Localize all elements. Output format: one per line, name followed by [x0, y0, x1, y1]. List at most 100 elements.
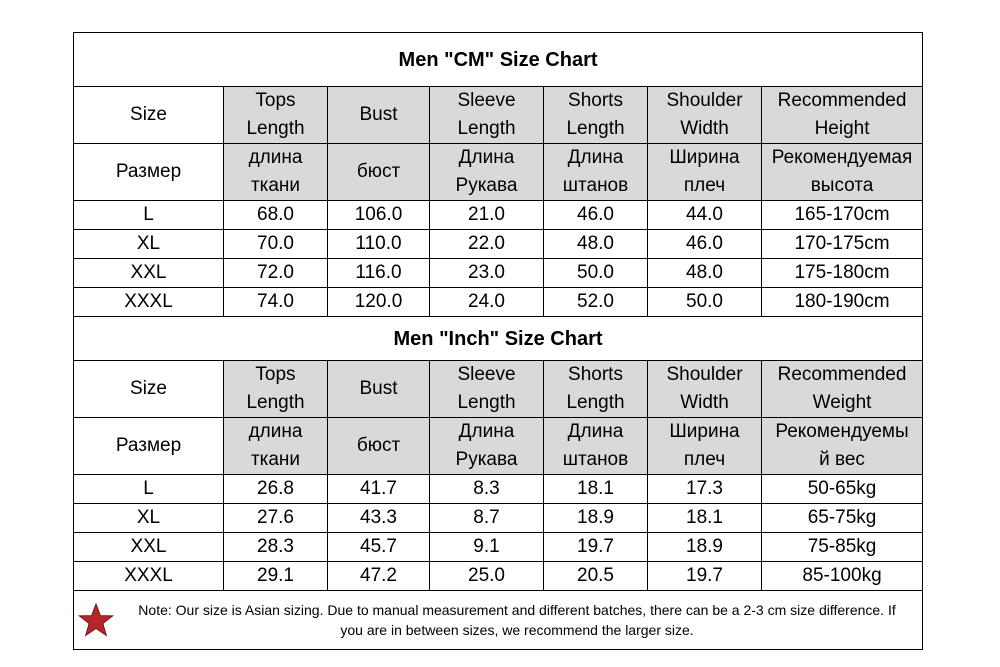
value-cell: 85-100kg	[760, 561, 924, 591]
value-cell: 44.0	[647, 200, 762, 230]
value-cell: 8.3	[429, 474, 544, 504]
value-cell: 29.1	[223, 561, 328, 591]
table-title: Men "CM" Size Chart	[72, 32, 924, 87]
title-row: Men "Inch" Size Chart	[72, 316, 924, 361]
value-cell: 46.0	[647, 229, 762, 259]
column-header-cell: бюст	[327, 417, 430, 475]
note-wrapper: Note: Our size is Asian sizing. Due to m…	[74, 591, 922, 649]
value-cell: 50-65kg	[760, 474, 924, 504]
column-header-cell: Tops Length	[223, 86, 328, 144]
value-cell: 24.0	[429, 287, 544, 317]
cell-line: Recommended	[777, 90, 907, 111]
cell-line: Length	[566, 118, 625, 139]
table-row: XXL 72.0 116.0 23.0 50.0 48.0 175-180cm	[73, 258, 924, 288]
cell-line: Sleeve	[457, 364, 516, 385]
size-cell: XXXL	[73, 561, 224, 591]
cell-line: Tops	[255, 90, 296, 111]
value-cell: 175-180cm	[760, 258, 924, 288]
column-header-cell: Shoulder Width	[647, 360, 762, 418]
note-line-2: you are in between sizes, we recommend t…	[340, 622, 694, 638]
column-header-cell: Recommended Weight	[760, 360, 924, 418]
value-cell: 18.1	[647, 503, 762, 533]
cell-line: ткани	[250, 449, 301, 470]
value-cell: 25.0	[429, 561, 544, 591]
size-cell: XL	[73, 229, 224, 259]
size-header-cell: Размер	[73, 143, 224, 201]
cell-line: Sleeve	[457, 90, 516, 111]
note-row: Note: Our size is Asian sizing. Due to m…	[72, 590, 924, 650]
value-cell: 21.0	[429, 200, 544, 230]
column-header-cell: Рекомендуемы й вес	[760, 417, 924, 475]
value-cell: 106.0	[327, 200, 430, 230]
header-row-russian: Размер длина ткани бюст Длина Рукава Длина штан…	[73, 143, 924, 201]
header-row-english: Size Tops Length Bust Sleeve Length Shorts Leng…	[73, 86, 924, 144]
table-title: Men "Inch" Size Chart	[72, 316, 924, 361]
note-line-1: Note: Our size is Asian sizing. Due to m…	[138, 602, 896, 618]
cell-line: плеч	[683, 449, 726, 470]
note-text: Note: Our size is Asian sizing. Due to m…	[118, 600, 922, 640]
cell-line: Width	[680, 118, 729, 139]
value-cell: 26.8	[223, 474, 328, 504]
cell-line: Width	[680, 392, 729, 413]
value-cell: 74.0	[223, 287, 328, 317]
cell-line: Weight	[812, 392, 872, 413]
value-cell: 48.0	[543, 229, 648, 259]
value-cell: 23.0	[429, 258, 544, 288]
cell-line: ткани	[250, 175, 301, 196]
cell-line: Рекомендуемая	[771, 147, 913, 168]
value-cell: 48.0	[647, 258, 762, 288]
value-cell: 72.0	[223, 258, 328, 288]
cell-line: Длина	[458, 147, 515, 168]
value-cell: 45.7	[327, 532, 430, 562]
column-header-cell: Shorts Length	[543, 360, 648, 418]
value-cell: 28.3	[223, 532, 328, 562]
value-cell: 50.0	[543, 258, 648, 288]
cell-line: Рукава	[455, 449, 518, 470]
value-cell: 68.0	[223, 200, 328, 230]
cell-line: Длина	[567, 421, 624, 442]
value-cell: 18.9	[647, 532, 762, 562]
value-cell: 170-175cm	[760, 229, 924, 259]
cell-line: Shorts	[568, 364, 623, 385]
value-cell: 43.3	[327, 503, 430, 533]
column-header-cell: Sleeve Length	[429, 86, 544, 144]
size-cell: L	[73, 200, 224, 230]
note-cell: Note: Our size is Asian sizing. Due to m…	[72, 590, 924, 650]
column-header-cell: Длина Рукава	[429, 417, 544, 475]
column-header-cell: длина ткани	[223, 417, 328, 475]
column-header-cell: Sleeve Length	[429, 360, 544, 418]
value-cell: 65-75kg	[760, 503, 924, 533]
value-cell: 46.0	[543, 200, 648, 230]
cell-line: штанов	[562, 175, 629, 196]
cell-line: Длина	[567, 147, 624, 168]
cell-line: Length	[457, 118, 516, 139]
column-header-cell: длина ткани	[223, 143, 328, 201]
size-cell: XXXL	[73, 287, 224, 317]
table-row: XXL 28.3 45.7 9.1 19.7 18.9 75-85kg	[73, 532, 924, 562]
cell-line: Shoulder	[666, 90, 743, 111]
cell-line: Recommended	[777, 364, 907, 385]
table-row: L 26.8 41.7 8.3 18.1 17.3 50-65kg	[73, 474, 924, 504]
value-cell: 19.7	[647, 561, 762, 591]
cell-line: Length	[457, 392, 516, 413]
cell-line: Рукава	[455, 175, 518, 196]
cell-line: Рекомендуемы	[775, 421, 909, 442]
cell-line: Length	[246, 118, 305, 139]
value-cell: 165-170cm	[760, 200, 924, 230]
column-header-cell: Recommended Height	[760, 86, 924, 144]
column-header-cell: Длина штанов	[543, 143, 648, 201]
value-cell: 27.6	[223, 503, 328, 533]
size-cell: XXL	[73, 258, 224, 288]
cell-line: плеч	[683, 175, 726, 196]
table-row: XL 70.0 110.0 22.0 48.0 46.0 170-175cm	[73, 229, 924, 259]
value-cell: 110.0	[327, 229, 430, 259]
value-cell: 22.0	[429, 229, 544, 259]
header-row-russian: Размер длина ткани бюст Длина Рукава Длина штан…	[73, 417, 924, 475]
size-chart-table: Men "CM" Size Chart Size Tops Length Bust Sle…	[72, 32, 924, 650]
table-row: XXXL 74.0 120.0 24.0 52.0 50.0 180-190cm	[73, 287, 924, 317]
value-cell: 41.7	[327, 474, 430, 504]
title-row: Men "CM" Size Chart	[72, 32, 924, 87]
value-cell: 75-85kg	[760, 532, 924, 562]
value-cell: 47.2	[327, 561, 430, 591]
value-cell: 180-190cm	[760, 287, 924, 317]
